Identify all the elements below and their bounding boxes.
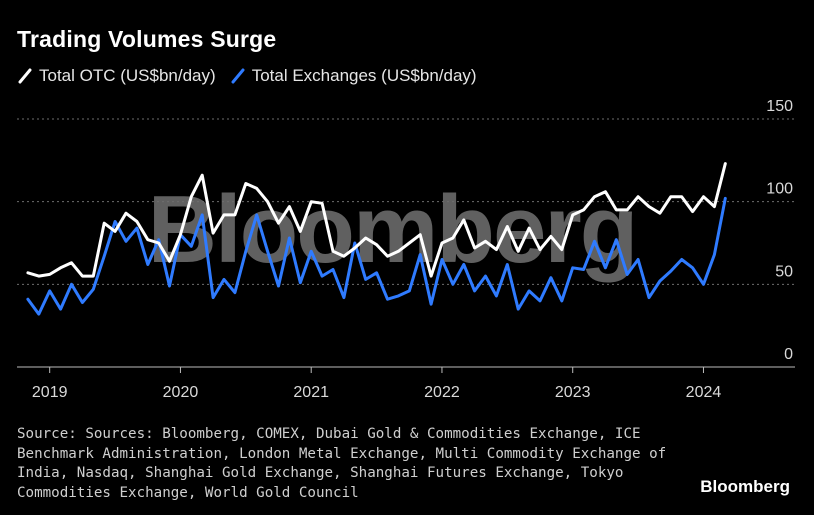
y-tick-label-100: 100 — [766, 181, 793, 198]
legend-swatch-exchanges-icon — [231, 68, 245, 84]
x-tick-label-2019: 2019 — [32, 384, 68, 401]
y-tick-label-150: 150 — [766, 98, 793, 115]
legend-item-exchanges: Total Exchanges (US$bn/day) — [230, 66, 477, 86]
legend-item-otc: Total OTC (US$bn/day) — [17, 66, 216, 86]
brand-logo: Bloomberg — [700, 477, 790, 496]
series-line-exchanges — [26, 196, 727, 316]
legend: Total OTC (US$bn/day) Total Exchanges (U… — [17, 66, 477, 86]
legend-label-exchanges: Total Exchanges (US$bn/day) — [251, 66, 477, 85]
legend-label-otc: Total OTC (US$bn/day) — [39, 66, 216, 85]
x-tick-label-2022: 2022 — [424, 384, 460, 401]
y-tick-label-50: 50 — [775, 263, 793, 280]
x-tick-label-2020: 2020 — [163, 384, 199, 401]
y-tick-label-0: 0 — [784, 346, 793, 363]
x-tick-label-2024: 2024 — [686, 384, 722, 401]
x-tick-label-2023: 2023 — [555, 384, 591, 401]
legend-swatch-otc-icon — [18, 68, 32, 84]
chart-title: Trading Volumes Surge — [17, 26, 277, 52]
series-line-otc — [26, 162, 727, 278]
source-note: Source: Sources: Bloomberg, COMEX, Dubai… — [17, 426, 667, 501]
watermark-text: Bloomberg — [148, 176, 637, 283]
x-tick-label-2021: 2021 — [293, 384, 329, 401]
line-chart: Bloomberg 0 50 100 150 2019 2020 2021 2022 2023 20… — [17, 98, 795, 401]
